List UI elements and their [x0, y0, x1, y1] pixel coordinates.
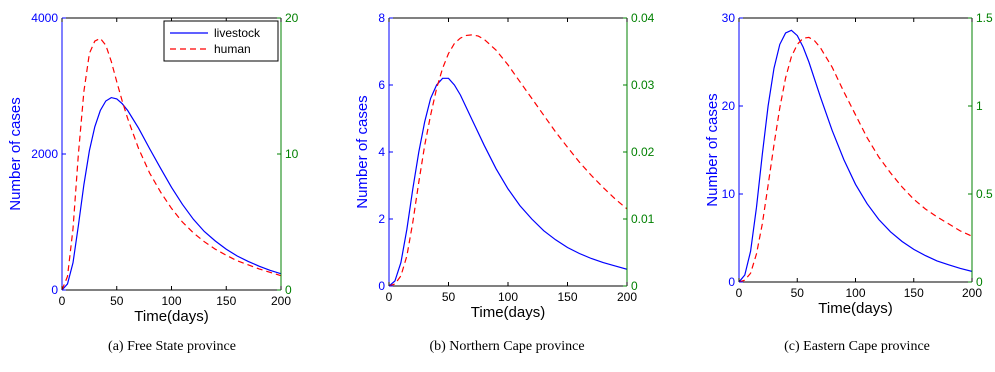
left-y-tick-label: 2000	[31, 147, 58, 161]
x-tick-label: 50	[110, 294, 124, 308]
right-y-tick-label: 1	[976, 99, 983, 113]
left-y-tick-label: 10	[722, 187, 736, 201]
x-tick-label: 150	[557, 290, 577, 304]
legend: livestock human	[163, 20, 279, 62]
x-axis-label: Time(days)	[134, 308, 208, 325]
y-axis-label: Number of cases	[704, 93, 721, 206]
legend-box	[163, 20, 279, 62]
y-axis-label: Number of cases	[354, 95, 371, 208]
subfigure-caption: (a) Free State province	[108, 339, 236, 354]
left-y-tick-label: 2	[378, 212, 385, 226]
series-line-livestock	[62, 96, 281, 290]
x-tick-label: 150	[216, 294, 236, 308]
x-tick-label: 100	[498, 290, 518, 304]
x-tick-label: 200	[962, 286, 982, 300]
right-y-tick-label: 0.04	[631, 11, 655, 25]
x-tick-label: 100	[845, 286, 865, 300]
x-tick-label: 50	[442, 290, 456, 304]
right-y-tick-label: 0	[285, 283, 292, 297]
x-tick-label: 200	[271, 294, 291, 308]
right-y-tick-label: 0.01	[631, 212, 655, 226]
series-line-human	[389, 34, 627, 286]
right-y-tick-label: 0.02	[631, 145, 655, 159]
series-line-livestock	[389, 77, 627, 286]
chart-panel-2: 0 50 100 150 2000246800.010.020.030.04Time(d…	[354, 11, 655, 354]
x-tick-label: 200	[617, 290, 637, 304]
x-tick-label: 0	[386, 290, 393, 304]
series-line-livestock	[739, 29, 972, 282]
subfigure-caption: (b) Northern Cape province	[429, 339, 584, 354]
left-y-tick-label: 20	[722, 99, 736, 113]
left-y-tick-label: 4	[378, 145, 385, 159]
chart-panel-3: 0 50 100 150 200010203000.511.5Time(days)Num…	[704, 11, 993, 354]
left-y-tick-label: 4000	[31, 11, 58, 25]
x-axis-label: Time(days)	[818, 300, 892, 317]
legend-label-human: human	[214, 42, 251, 56]
series-line-human	[739, 36, 972, 282]
x-tick-label: 0	[59, 294, 66, 308]
x-tick-label: 50	[791, 286, 805, 300]
left-y-tick-label: 30	[722, 11, 736, 25]
left-y-tick-label: 8	[378, 11, 385, 25]
left-y-tick-label: 0	[51, 283, 58, 297]
right-y-tick-label: 0.03	[631, 78, 655, 92]
legend-label-livestock: livestock	[214, 26, 261, 40]
x-axis-label: Time(days)	[471, 304, 545, 321]
right-y-tick-label: 0	[631, 279, 638, 293]
x-tick-label: 100	[161, 294, 181, 308]
right-y-tick-label: 0.5	[976, 187, 993, 201]
y-axis-label: Number of cases	[7, 97, 24, 210]
x-tick-label: 150	[904, 286, 924, 300]
right-y-tick-label: 0	[976, 275, 983, 289]
x-tick-label: 0	[736, 286, 743, 300]
right-y-tick-label: 1.5	[976, 11, 993, 25]
left-y-tick-label: 0	[378, 279, 385, 293]
right-y-tick-label: 20	[285, 11, 299, 25]
left-y-tick-label: 6	[378, 78, 385, 92]
right-y-tick-label: 10	[285, 147, 299, 161]
chart-panel-1: 0 50 100 150 20002000400001020Time(days)Numb…	[7, 11, 299, 354]
left-y-tick-label: 0	[728, 275, 735, 289]
series-line-human	[62, 37, 281, 290]
subfigure-caption: (c) Eastern Cape province	[784, 339, 930, 354]
